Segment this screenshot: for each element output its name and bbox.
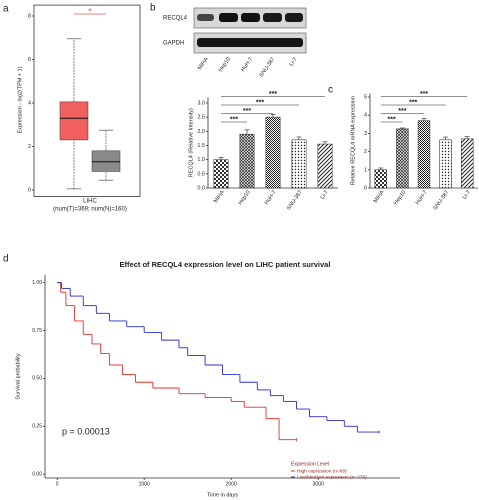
p-value: p = 0.00013: [62, 426, 110, 436]
y-tick-label: 6: [28, 57, 31, 63]
bar: [461, 138, 474, 189]
y-tick-label: 2.5: [197, 115, 205, 121]
panel-label: c: [328, 85, 333, 96]
x-tick-label: 2000: [226, 481, 237, 487]
x-tick-label: 0: [56, 481, 59, 487]
x-tick-label: 1000: [139, 481, 150, 487]
y-tick-label: 1.0: [197, 157, 205, 163]
significance: ***: [409, 99, 417, 106]
y-tick-label: 1.5: [197, 143, 205, 149]
blot-band: [219, 13, 238, 22]
y-tick-label: 3: [364, 131, 367, 137]
significance: ***: [420, 91, 428, 98]
bar: [374, 169, 387, 189]
significance: ***: [256, 99, 264, 106]
y-tick-label: 0: [28, 187, 31, 193]
y-axis-label: Relative RECQL4 mRNA expression: [350, 96, 356, 185]
y-axis-label: Expression - log2(TPM + 1): [17, 66, 23, 133]
x-tick-label: 3000: [313, 481, 324, 487]
bar: [439, 139, 452, 189]
y-tick-label: 1: [364, 167, 367, 173]
y-tick-label: 2: [364, 149, 367, 155]
panel-label: d: [3, 254, 9, 265]
blot-label: GAPDH: [163, 41, 184, 47]
y-tick-label: 1.00: [32, 280, 42, 286]
y-tick-label: 0.25: [32, 424, 42, 430]
significance: ***: [388, 116, 396, 123]
bar: [213, 159, 229, 189]
bar: [417, 120, 431, 189]
y-tick-label: 0: [364, 185, 367, 191]
blot-lane-label: Li-7: [288, 57, 298, 68]
bar: [396, 128, 409, 189]
y-tick-label: 0.75: [32, 328, 42, 334]
x-axis-label: Time in days: [207, 492, 238, 498]
x-label: LIHC: [83, 199, 97, 205]
y-tick-label: 0.5: [197, 171, 205, 177]
significance: ***: [243, 108, 251, 115]
box: [59, 101, 89, 141]
y-tick-label: 0.50: [32, 376, 42, 382]
significance: *: [88, 6, 92, 16]
y-tick-label: 5: [364, 94, 367, 100]
y-tick-label: 0.00: [32, 471, 42, 477]
blot-band: [285, 13, 303, 22]
y-axis-label: RECQL4 (Relative Intensity): [188, 108, 194, 177]
bar: [291, 139, 307, 189]
y-tick-label: 3.0: [197, 100, 205, 106]
significance: ***: [269, 91, 277, 98]
y-tick-label: 8: [28, 13, 31, 19]
western-blot: [193, 7, 307, 54]
blot-band: [241, 13, 260, 22]
legend-label: Low/Medium expression (n=276): [297, 474, 367, 480]
y-tick-label: 2.0: [197, 129, 205, 135]
blot-band: [197, 38, 303, 47]
legend-title: Expression Level: [291, 461, 329, 467]
significance: ***: [398, 108, 406, 115]
y-tick-label: 4: [364, 113, 367, 119]
blot-band: [263, 13, 282, 22]
y-tick-label: 4: [28, 100, 31, 106]
y-axis-label: Survival probability: [15, 353, 21, 399]
plot-frame: [33, 4, 141, 197]
x-tick-label: Li-7: [462, 190, 472, 201]
blot-band: [197, 14, 214, 21]
blot-label: RECQL4: [163, 16, 188, 22]
x-label-sub: (num(T)=369; num(N)=160): [53, 207, 127, 213]
x-tick-label: Li-7: [320, 190, 330, 201]
significance: ***: [230, 116, 238, 123]
bar: [239, 133, 255, 189]
panel-label: b: [150, 3, 156, 14]
legend-label: High expression (n=89): [297, 468, 347, 474]
chart-title: Effect of RECQL4 expression level on LIH…: [120, 260, 331, 269]
box: [91, 150, 121, 172]
y-tick-label: 2: [28, 144, 31, 150]
bar: [265, 116, 281, 189]
panel-label: a: [3, 4, 9, 15]
bar: [317, 143, 333, 189]
y-tick-label: 0.0: [197, 185, 205, 191]
